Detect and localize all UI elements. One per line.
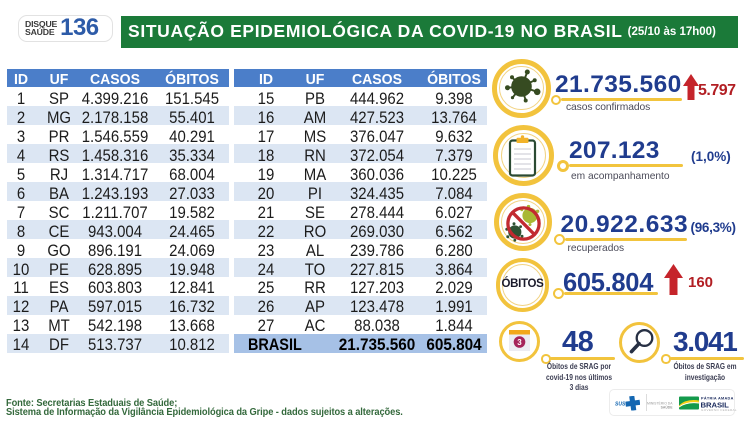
svg-text:3: 3 bbox=[517, 338, 522, 347]
